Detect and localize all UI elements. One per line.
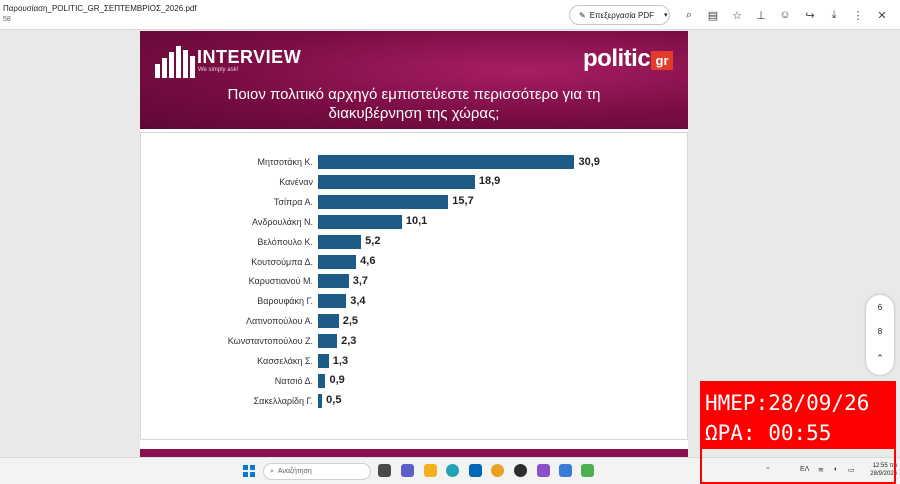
file-name: Παρουσίαση_POLITIC_GR_ΣΕΠΤΕΜΒΡΙΟΣ_2026.p… xyxy=(3,4,197,13)
bar xyxy=(318,174,475,189)
bar-label: Κανέναν xyxy=(279,176,313,187)
slide-title: Ποιον πολιτικό αρχηγό εμπιστεύεστε περισ… xyxy=(140,85,688,123)
bar-label: Ανδρουλάκη Ν. xyxy=(252,216,313,227)
bar xyxy=(318,314,339,329)
bar xyxy=(318,214,402,229)
bar-label: Κωνσταντοπούλου Ζ. xyxy=(227,336,313,347)
bar-value-label: 5,2 xyxy=(365,235,381,248)
bar-label: Βαρουφάκη Γ. xyxy=(257,296,313,307)
slide-banner: INTERVIEW We simply ask! politic gr Ποιο… xyxy=(140,31,688,129)
emoji-icon[interactable]: ☺ xyxy=(779,9,791,21)
windows-start-icon[interactable] xyxy=(243,465,255,477)
edit-pdf-label: Επεξεργασία PDF xyxy=(589,10,655,20)
bar-chart: Μητσοτάκη Κ. 30,9 Κανέναν 18,9 Τσίπρα Α. 15,7… xyxy=(140,132,688,440)
bar-label: Κασσελάκη Σ. xyxy=(257,356,313,366)
slide-title-line-1: Ποιον πολιτικό αρχηγό εμπιστεύεστε περισ… xyxy=(227,86,601,103)
taskbar-search-placeholder: Αναζήτηση xyxy=(277,468,312,475)
bar-label: Τσίπρα Α. xyxy=(273,196,313,207)
bar-value-label: 4,6 xyxy=(360,255,376,267)
star-icon[interactable]: ☆ xyxy=(732,9,742,22)
pdf-page: INTERVIEW We simply ask! politic gr Ποιο… xyxy=(140,31,688,457)
bar-value-label: 30,9 xyxy=(578,155,600,168)
clock-date: 28/9/2026 xyxy=(870,471,897,477)
photos-icon[interactable] xyxy=(559,464,572,477)
app-icon[interactable] xyxy=(514,464,527,477)
bar-label: Καρυστιανού Μ. xyxy=(248,276,313,287)
share-icon[interactable]: ↪ xyxy=(805,9,815,22)
timestamp-overlay: ΗΜΕΡ:28/09/26 ΩΡΑ: 00:55 xyxy=(700,381,896,449)
bar-value-label: 15,7 xyxy=(452,195,474,208)
page-number-8[interactable]: 8 xyxy=(877,327,883,336)
politic-logo-suffix: gr xyxy=(651,51,673,70)
bar xyxy=(318,254,357,269)
interview-tagline: We simply ask! xyxy=(198,67,239,73)
page-indicator: 58 xyxy=(3,16,11,23)
volume-icon[interactable]: ◖ xyxy=(833,466,838,473)
store-icon[interactable] xyxy=(469,464,482,477)
bar xyxy=(318,155,575,169)
download-icon[interactable]: ⤓ xyxy=(831,8,837,21)
bar-value-label: 0,5 xyxy=(326,394,342,407)
slide-title-line-2: διακυβέρνηση της χώρας; xyxy=(328,105,500,122)
bar xyxy=(318,354,329,368)
bar-label: Σακελλαρίδη Γ. xyxy=(253,395,313,406)
bar xyxy=(318,274,349,289)
more-icon[interactable]: ⋮ xyxy=(852,9,864,22)
bar-value-label: 10,1 xyxy=(405,215,428,228)
windows-taskbar: ⌕ Αναζήτηση ⌃ ΕΛ ≋ ◖ ▭ 12:55 πμ 28/9/202… xyxy=(0,457,900,484)
pdf-viewer-toolbar: Παρουσίαση_POLITIC_GR_ΣΕΠΤΕΜΒΡΙΟΣ_2026.p… xyxy=(0,0,900,30)
bar xyxy=(318,373,326,388)
tray-overflow-icon[interactable]: ⌃ xyxy=(765,467,771,474)
language-indicator[interactable]: ΕΛ xyxy=(800,466,810,473)
bar-label: Μητσοτάκη Κ. xyxy=(257,157,313,167)
bar-value-label: 0,9 xyxy=(329,374,345,387)
edge-icon[interactable] xyxy=(446,464,459,477)
bar-value-label: 18,9 xyxy=(478,175,501,188)
bar-value-label: 3,7 xyxy=(352,274,368,287)
teams-icon[interactable] xyxy=(401,464,414,477)
page-navigator: 6 8 ⌃ xyxy=(866,295,894,375)
chevron-down-icon: ▾ xyxy=(664,12,668,19)
taskbar-search[interactable]: ⌕ Αναζήτηση xyxy=(263,463,371,480)
edit-pdf-button[interactable]: ✎ Επεξεργασία PDF ▾ xyxy=(569,5,670,25)
chevron-up-icon[interactable]: ⌃ xyxy=(876,353,884,363)
bar xyxy=(318,294,347,309)
battery-icon[interactable]: ▭ xyxy=(848,467,855,474)
clock-time: 12:55 πμ xyxy=(872,463,897,469)
next-slide-banner xyxy=(140,449,688,457)
bar-label: Λατινοπούλου Α. xyxy=(246,316,313,327)
bar-value-label: 2,3 xyxy=(341,334,357,347)
pin-icon[interactable]: ⊥ xyxy=(756,9,766,22)
bar-value-label: 1,3 xyxy=(332,354,349,367)
bar xyxy=(318,234,362,249)
page-number-6[interactable]: 6 xyxy=(877,303,883,312)
bar-value-label: 3,4 xyxy=(350,294,366,307)
bar xyxy=(318,393,323,408)
interview-logo: INTERVIEW xyxy=(197,47,302,67)
bar-label: Βελόπουλο Κ. xyxy=(257,236,313,247)
file-explorer-icon[interactable] xyxy=(424,464,437,477)
taskbar-clock[interactable]: 12:55 πμ 28/9/2026 xyxy=(863,462,897,478)
pencil-icon: ✎ xyxy=(579,10,586,20)
snipping-icon[interactable] xyxy=(581,464,594,477)
bar-label: Νατσιό Δ. xyxy=(274,375,313,386)
timestamp-frame xyxy=(700,449,896,484)
task-view-icon[interactable] xyxy=(378,464,391,477)
bar-value-label: 2,5 xyxy=(342,314,359,327)
interview-logo-mark xyxy=(155,46,195,78)
notification-app-icon[interactable] xyxy=(537,464,550,477)
bar-label: Κουτσούμπα Δ. xyxy=(251,256,313,267)
politic-logo: politic xyxy=(583,45,651,72)
chrome-icon[interactable] xyxy=(491,464,504,477)
close-icon[interactable]: ✕ xyxy=(877,9,887,22)
stamp-date: ΗΜΕΡ:28/09/26 xyxy=(705,391,870,415)
stamp-time: ΩΡΑ: 00:55 xyxy=(705,421,832,445)
wifi-icon[interactable]: ≋ xyxy=(818,467,824,474)
comment-icon[interactable]: ▤ xyxy=(707,9,719,22)
bar xyxy=(318,194,449,209)
search-icon: ⌕ xyxy=(270,467,274,475)
bar xyxy=(318,334,338,349)
search-icon[interactable]: ⌕ xyxy=(685,8,693,21)
